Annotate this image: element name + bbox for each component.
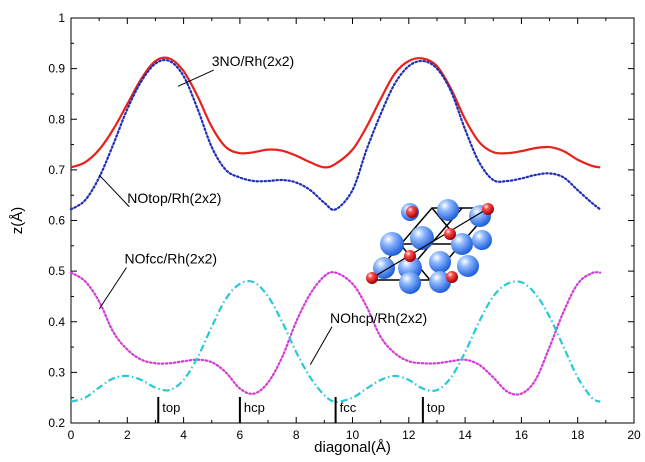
annotation-leader-line: [98, 267, 127, 310]
annotation-label: NOhcp/Rh(2x2): [330, 310, 427, 326]
y-tick-label: 0.4: [48, 315, 65, 329]
site-marker-label: top: [162, 400, 180, 415]
annotation-layer: 3NO/Rh(2x2) NOtop/Rh(2x2) NOfcc/Rh(2x2) NOh…: [98, 53, 427, 366]
x-tick-label: 14: [458, 428, 472, 442]
no-molecule: [406, 206, 418, 218]
x-tick-label: 6: [237, 428, 244, 442]
annotation-leader-line: [177, 69, 214, 87]
series-line-3no-rh-2x2: [70, 56, 601, 169]
series-line-nohcp-rh-2x2: [70, 279, 601, 403]
x-tick-label: 18: [571, 428, 585, 442]
rh-atom: [380, 232, 404, 256]
x-tick-label: 8: [293, 428, 300, 442]
annotation-leader-line: [309, 326, 333, 366]
series-layer: [69, 56, 602, 403]
no-molecule: [366, 272, 378, 284]
x-tick-label: 0: [68, 428, 75, 442]
no-molecule: [404, 250, 416, 262]
rh-atom: [429, 271, 451, 293]
y-tick-label: 0.6: [48, 214, 65, 228]
site-marker-layer: top hcp fcc top: [157, 397, 445, 423]
rh-atom: [451, 233, 473, 255]
y-tick-label: 1: [58, 11, 65, 25]
y-tick-label: 0.9: [48, 62, 65, 76]
site-marker-label: hcp: [244, 400, 265, 415]
y-tick-label: 0.8: [48, 112, 65, 126]
x-tick-label: 12: [402, 428, 416, 442]
annotation-label: 3NO/Rh(2x2): [212, 53, 294, 69]
y-tick-label: 0.2: [48, 416, 65, 430]
series-line-notop-rh-2x2: [69, 58, 602, 211]
y-tick-label: 0.7: [48, 163, 65, 177]
annotation-label: NOtop/Rh(2x2): [127, 190, 221, 206]
x-tick-label: 4: [180, 428, 187, 442]
site-marker-label: fcc: [340, 400, 357, 415]
series-line-nofcc-rh-2x2: [69, 271, 602, 396]
diagonal-line: [371, 205, 493, 279]
no-molecule: [482, 203, 494, 215]
x-axis-label: diagonal(Å): [314, 439, 391, 456]
annotation-leader-line: [98, 174, 130, 208]
site-marker-label: top: [427, 400, 445, 415]
x-axis: 0 2 4 6 8 10 12 14 16 18 20: [68, 18, 641, 442]
x-tick-label: 2: [124, 428, 131, 442]
no-molecule: [444, 228, 456, 240]
annotation-label: NOfcc/Rh(2x2): [124, 251, 217, 267]
rh-atom: [472, 230, 492, 250]
surface-structure-inset: [366, 199, 494, 294]
x-tick-label: 16: [515, 428, 529, 442]
rh-atom: [429, 251, 451, 273]
x-tick-label: 10: [346, 428, 360, 442]
no-molecule: [446, 271, 458, 283]
rh-atom: [457, 255, 479, 277]
y-tick-label: 0.3: [48, 365, 65, 379]
rh-atom: [410, 226, 434, 250]
y-tick-label: 0.5: [48, 264, 65, 278]
y-axis-label: z(Å): [9, 207, 26, 235]
rh-atom: [399, 272, 421, 294]
rh-atom: [437, 199, 459, 221]
x-tick-label: 20: [627, 428, 641, 442]
y-axis: 0.2 0.3 0.4 0.5 0.6 0.7 0.8 0.9 1: [48, 11, 634, 430]
